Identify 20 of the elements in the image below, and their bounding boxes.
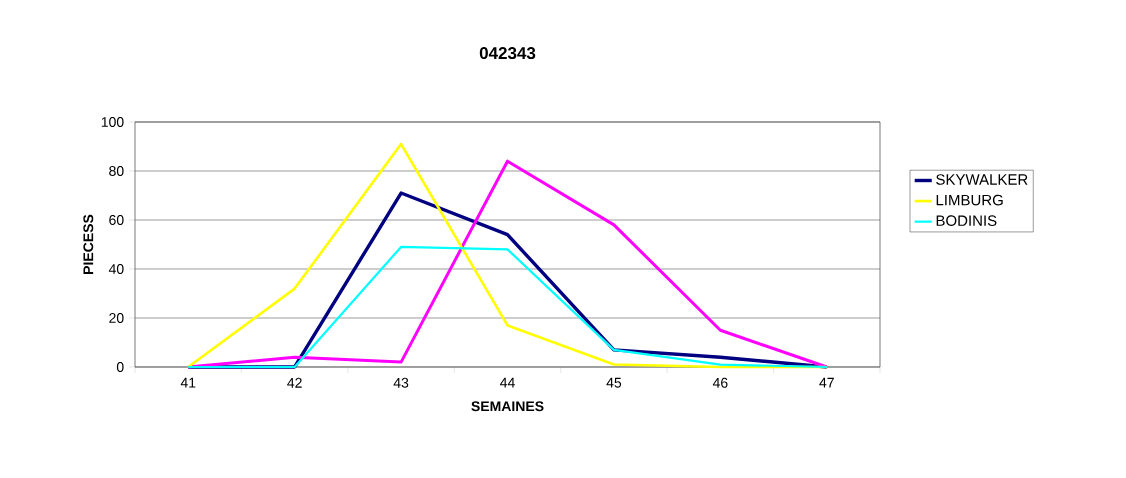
line-series — [187, 245, 828, 369]
legend-label: BODINIS — [936, 215, 997, 226]
y-tick-label: 100 — [101, 117, 124, 127]
y-tick-label: 40 — [108, 264, 124, 274]
legend-label: SKYWALKER — [936, 174, 1028, 185]
x-tick-label: 46 — [712, 377, 728, 388]
x-tick-label: 43 — [393, 377, 409, 388]
x-tick-label: 45 — [606, 377, 622, 388]
x-axis-title: SEMAINES — [471, 401, 544, 412]
x-tick-label: 47 — [819, 377, 834, 388]
x-tick-label: 44 — [500, 377, 515, 388]
y-axis-title: PIECESS — [83, 214, 94, 274]
y-tick-label: 80 — [109, 166, 124, 176]
legend-label: LIMBURG — [936, 194, 1003, 206]
y-tick-label: 60 — [109, 215, 124, 225]
chart-title: 042343 — [479, 47, 536, 60]
y-tick-label: 0 — [116, 362, 124, 372]
x-tick-label: 41 — [180, 377, 196, 388]
y-tick-label: 20 — [109, 313, 124, 323]
x-tick-label: 42 — [287, 377, 302, 388]
